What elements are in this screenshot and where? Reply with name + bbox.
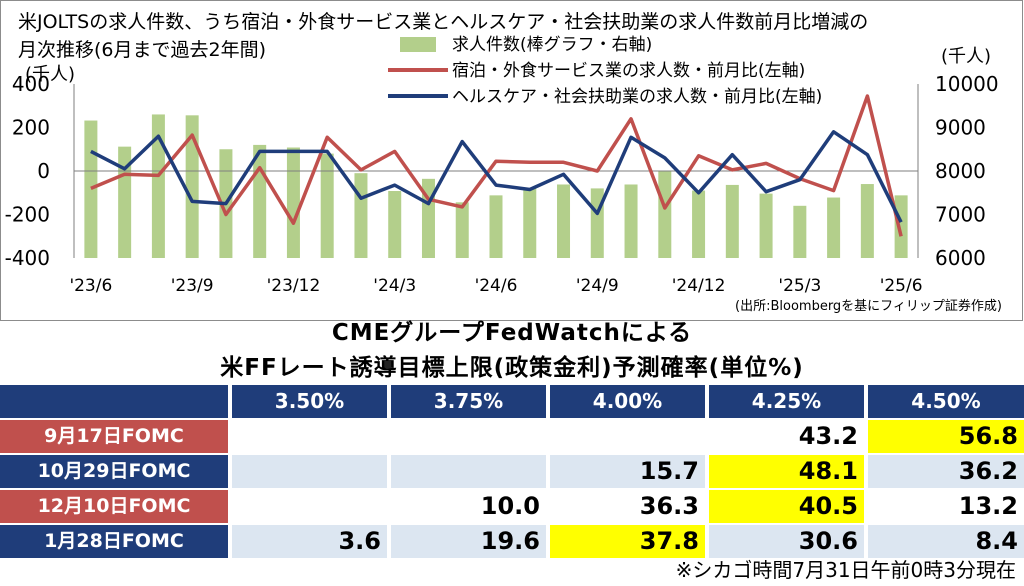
bar-job-openings [523,188,537,258]
x-tick-label: '23/9 [171,276,214,296]
chart-source: (出所:Bloombergを基にフィリップ証券作成) [735,298,1002,314]
line-healthcare-change [90,130,903,223]
x-tick-label: '24/9 [576,276,619,296]
bar-job-openings [759,193,773,258]
right-tick-label: 6000 [935,246,986,270]
prob-cell: 10.0 [391,490,546,523]
header-rate-350: 3.50% [232,385,387,418]
bar-job-openings [320,153,334,258]
x-tick-label: '24/3 [373,276,416,296]
prob-cell: 48.1 [709,455,864,488]
right-tick-label: 9000 [935,116,986,140]
left-tick-label: 0 [37,159,50,183]
bar-job-openings [388,191,402,258]
prob-cell: 56.8 [868,420,1024,453]
prob-cell [232,490,387,523]
x-tick-label: '25/3 [778,276,821,296]
bar-job-openings [354,173,368,258]
prob-cell: 36.2 [868,455,1024,488]
chart-title-line2: 月次推移(6月まで過去2年間) [18,39,266,61]
prob-cell: 8.4 [868,525,1024,558]
x-tick-label: '23/6 [69,276,112,296]
bar-job-openings [557,184,571,258]
left-tick-label: -400 [5,246,50,270]
bar-job-openings [84,120,98,258]
row-label: 10月29日FOMC [0,455,228,488]
jolts-chart: 米JOLTSの求人件数、うち宿泊・外食サービス業とヘルスケア・社会扶助業の求人件… [0,0,1023,321]
row-label: 12月10日FOMC [0,490,228,523]
as-of-note: ※シカゴ時間7月31日午前0時3分現在 [675,558,1016,582]
prob-cell [232,455,387,488]
row-label: 1月28日FOMC [0,525,228,558]
table-title-line2: 米FFレート誘導目標上限(政策金利)予測確率(単位%) [220,355,804,381]
legend-hospitality-label: 宿泊・外食サービス業の求人数・前月比(左軸) [452,61,805,81]
left-tick-label: 400 [12,72,50,96]
header-corner [0,385,228,418]
x-tick-label: '24/12 [672,276,726,296]
legend-job-openings-label: 求人件数(棒グラフ・右軸) [452,35,652,55]
header-rate-425: 4.25% [709,385,864,418]
chart-title-line1: 米JOLTSの求人件数、うち宿泊・外食サービス業とヘルスケア・社会扶助業の求人件… [18,11,868,33]
bar-job-openings [455,202,469,258]
bar-job-openings [827,197,841,258]
bar-job-openings [692,190,706,258]
legend-healthcare-label: ヘルスケア・社会扶助業の求人数・前月比(左軸) [452,87,822,107]
x-tick-label: '24/6 [475,276,518,296]
right-tick-label: 7000 [935,203,986,227]
bar-job-openings [860,184,874,258]
table-row-sep: 9月17日FOMC 43.2 56.8 [0,420,1024,453]
chart-frame [0,0,1023,321]
prob-cell: 36.3 [550,490,705,523]
legend-job-openings-swatch [400,37,436,52]
prob-cell: 3.6 [232,525,387,558]
bar-job-openings [151,114,165,258]
chart-svg: 米JOLTSの求人件数、うち宿泊・外食サービス業とヘルスケア・社会扶助業の求人件… [0,0,1023,321]
bar-job-openings [489,195,503,258]
x-tick-label: '23/12 [267,276,321,296]
x-tick-label: '25/6 [880,276,923,296]
right-tick-label: 8000 [935,159,986,183]
prob-cell [550,420,705,453]
bar-job-openings [725,184,739,258]
prob-cell [391,420,546,453]
bar-job-openings [590,188,604,258]
bar-job-openings [624,184,638,258]
bar-job-openings [793,205,807,258]
row-label: 9月17日FOMC [0,420,228,453]
bar-job-openings [253,144,267,258]
prob-cell: 13.2 [868,490,1024,523]
prob-cell: 15.7 [550,455,705,488]
line-hospitality-change [90,94,903,237]
left-tick-label: 200 [12,116,50,140]
header-rate-400: 4.00% [550,385,705,418]
prob-cell: 43.2 [709,420,864,453]
prob-cell: 40.5 [709,490,864,523]
bar-job-openings [185,115,199,258]
header-rate-450: 4.50% [868,385,1024,418]
table-row-dec: 12月10日FOMC 10.0 36.3 40.5 13.2 [0,490,1024,523]
prob-cell: 37.8 [550,525,705,558]
table-row-oct: 10月29日FOMC 15.7 48.1 36.2 [0,455,1024,488]
bar-job-openings [286,147,300,258]
prob-cell: 19.6 [391,525,546,558]
table-title-line1: CMEグループFedWatchによる [331,320,693,346]
bar-job-openings [894,195,908,258]
bar-job-openings [658,171,672,258]
left-tick-label: -200 [5,203,50,227]
table-row-jan: 1月28日FOMC 3.6 19.6 37.8 30.6 8.4 [0,525,1024,558]
prob-cell [232,420,387,453]
header-rate-375: 3.75% [391,385,546,418]
prob-cell [391,455,546,488]
left-axis-unit: (千人) [25,64,75,85]
right-tick-label: 10000 [935,72,999,96]
table-header-row: 3.50% 3.75% 4.00% 4.25% 4.50% [0,385,1024,418]
right-axis-unit: (千人) [941,46,991,67]
prob-cell: 30.6 [709,525,864,558]
